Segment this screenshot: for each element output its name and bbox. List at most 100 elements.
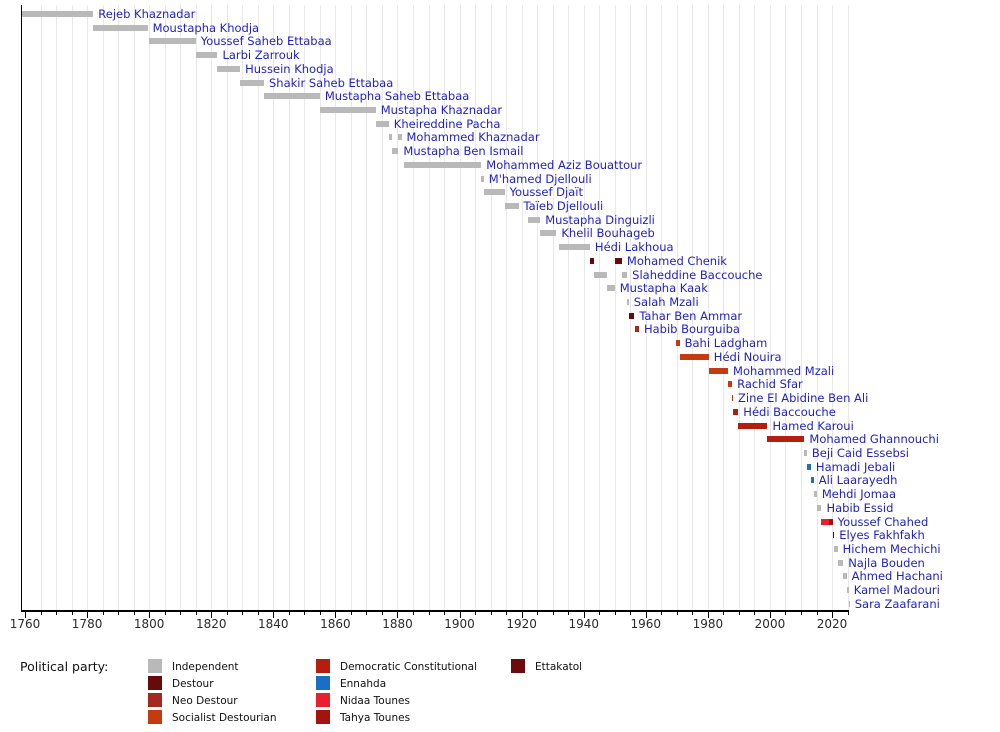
timeline-bar: [621, 271, 628, 278]
pm-label[interactable]: Habib Bourguiba: [643, 322, 740, 337]
pm-label[interactable]: Mustapha Kaak: [619, 281, 708, 296]
timeline-bar: [767, 436, 805, 443]
timeline-bar: [843, 573, 847, 580]
legend-swatch-ennahda: [316, 676, 330, 690]
axis-minor-tick: [537, 611, 539, 616]
pm-label[interactable]: Najla Bouden: [848, 555, 925, 570]
gridline: [506, 5, 508, 610]
pm-label[interactable]: Mustapha Saheb Ettabaa: [324, 89, 470, 104]
axis-minor-tick: [226, 611, 228, 616]
timeline-bar: [733, 408, 739, 415]
axis-year-label: 1880: [382, 617, 413, 631]
timeline-bar: [804, 449, 807, 456]
pm-label[interactable]: Ali Laarayedh: [818, 473, 898, 488]
axis-year-label: 1900: [444, 617, 475, 631]
pm-label[interactable]: Hussein Khodja: [245, 61, 334, 76]
pm-label[interactable]: Mustapha Khaznadar: [380, 103, 503, 118]
pm-label[interactable]: Beji Caid Essebsi: [811, 445, 909, 460]
axis-minor-tick: [304, 611, 306, 616]
pm-label[interactable]: Rejeb Khaznadar: [98, 7, 196, 21]
axis-minor-tick: [56, 611, 58, 616]
gridline: [552, 5, 554, 610]
pm-label[interactable]: Mehdi Jomaa: [821, 487, 896, 502]
legend-swatch-nidaa-tounes: [316, 693, 330, 707]
pm-label[interactable]: Shakir Saheb Ettabaa: [269, 75, 394, 90]
gridline: [692, 5, 694, 610]
axis-minor-tick: [816, 611, 818, 616]
axis-minor-tick: [319, 611, 321, 616]
pm-label[interactable]: Slaheddine Baccouche: [632, 267, 763, 282]
gridline: [661, 5, 663, 610]
pm-label[interactable]: Ahmed Hachani: [851, 569, 943, 584]
axis-minor-tick: [102, 611, 104, 616]
pm-label[interactable]: Hédi Nouira: [713, 349, 782, 364]
pm-label[interactable]: Sara Zaafarani: [854, 596, 940, 611]
pm-label[interactable]: Mohammed Khaznadar: [406, 130, 540, 145]
gridline: [738, 5, 740, 610]
pm-label[interactable]: Tahar Ben Ammar: [639, 308, 743, 323]
pm-label[interactable]: Hichem Mechichi: [842, 541, 941, 556]
pm-label[interactable]: Mohammed Mzali: [733, 363, 835, 378]
axis-minor-tick: [738, 611, 740, 616]
gridline: [133, 5, 135, 610]
gridline: [102, 5, 104, 610]
pm-label[interactable]: Mohamed Ghannouchi: [809, 432, 939, 447]
gridline: [304, 5, 306, 610]
gridline: [211, 5, 213, 610]
legend-swatch-democratic-constitutional: [316, 659, 330, 673]
pm-label[interactable]: Hamed Karoui: [772, 418, 854, 433]
axis-minor-tick: [180, 611, 182, 616]
axis-year-label: 1860: [320, 617, 351, 631]
legend-label-neo-destour: Neo Destour: [172, 694, 238, 707]
pm-label[interactable]: Kheireddine Pacha: [393, 116, 501, 131]
gridline: [754, 5, 756, 610]
pm-label[interactable]: Elyes Fakhfakh: [839, 528, 925, 543]
axis-minor-tick: [413, 611, 414, 616]
pm-label[interactable]: Kamel Madouri: [853, 583, 940, 598]
pm-label[interactable]: Youssef Saheb Ettabaa: [200, 34, 332, 49]
pm-label[interactable]: Zine El Abidine Ben Ali: [738, 391, 869, 406]
gridline: [521, 5, 523, 610]
pm-label[interactable]: Hamadi Jebali: [815, 459, 896, 474]
gridline: [413, 5, 414, 610]
axis-minor-tick: [428, 611, 430, 616]
pm-label[interactable]: Hédi Baccouche: [743, 404, 836, 419]
gridline: [350, 5, 352, 610]
pm-label[interactable]: Youssef Chahed: [837, 514, 929, 529]
pm-label[interactable]: M'hamed Djellouli: [488, 171, 592, 186]
axis-minor-tick: [847, 611, 849, 616]
axis-minor-tick: [568, 611, 570, 616]
pm-label[interactable]: Habib Essid: [826, 500, 894, 515]
timeline-bar: [848, 600, 851, 607]
axis-major-tick: [149, 611, 151, 618]
timeline-bar: [837, 559, 844, 566]
legend-swatch-neo-destour: [148, 693, 162, 707]
pm-label[interactable]: Larbi Zarrouk: [222, 48, 300, 63]
timeline-bar: [195, 52, 218, 59]
pm-label[interactable]: Moustapha Khodja: [152, 20, 260, 35]
pm-label[interactable]: Youssef Djaït: [509, 185, 583, 200]
pm-label[interactable]: Hédi Lakhoua: [594, 240, 674, 255]
pm-label[interactable]: Rachid Sfar: [737, 377, 803, 392]
pm-label[interactable]: Mustapha Dinguizli: [545, 212, 655, 227]
axis-minor-tick: [692, 611, 694, 616]
axis-major-tick: [273, 611, 275, 618]
pm-label[interactable]: Taïeb Djellouli: [523, 199, 604, 214]
pm-label[interactable]: Mohamed Chenik: [626, 253, 727, 268]
pm-label[interactable]: Bahi Ladgham: [684, 336, 768, 351]
timeline-bar: [634, 326, 639, 333]
timeline-bar: [816, 504, 822, 511]
pm-label[interactable]: Mohammed Aziz Bouattour: [486, 157, 643, 172]
gridline: [537, 5, 539, 610]
gridline: [71, 5, 73, 610]
timeline-bar: [589, 257, 594, 264]
pm-label[interactable]: Mustapha Ben Ismail: [403, 144, 524, 159]
pm-label[interactable]: Khelil Bouhageb: [561, 226, 655, 241]
gridline: [490, 5, 492, 610]
timeline-bar: [806, 463, 811, 470]
legend-label-tahya-tounes: Tahya Tounes: [340, 711, 411, 724]
axis-minor-tick: [614, 611, 616, 616]
pm-label[interactable]: Salah Mzali: [633, 295, 699, 310]
timeline-bar: [217, 65, 241, 72]
axis-minor-tick: [444, 611, 446, 616]
